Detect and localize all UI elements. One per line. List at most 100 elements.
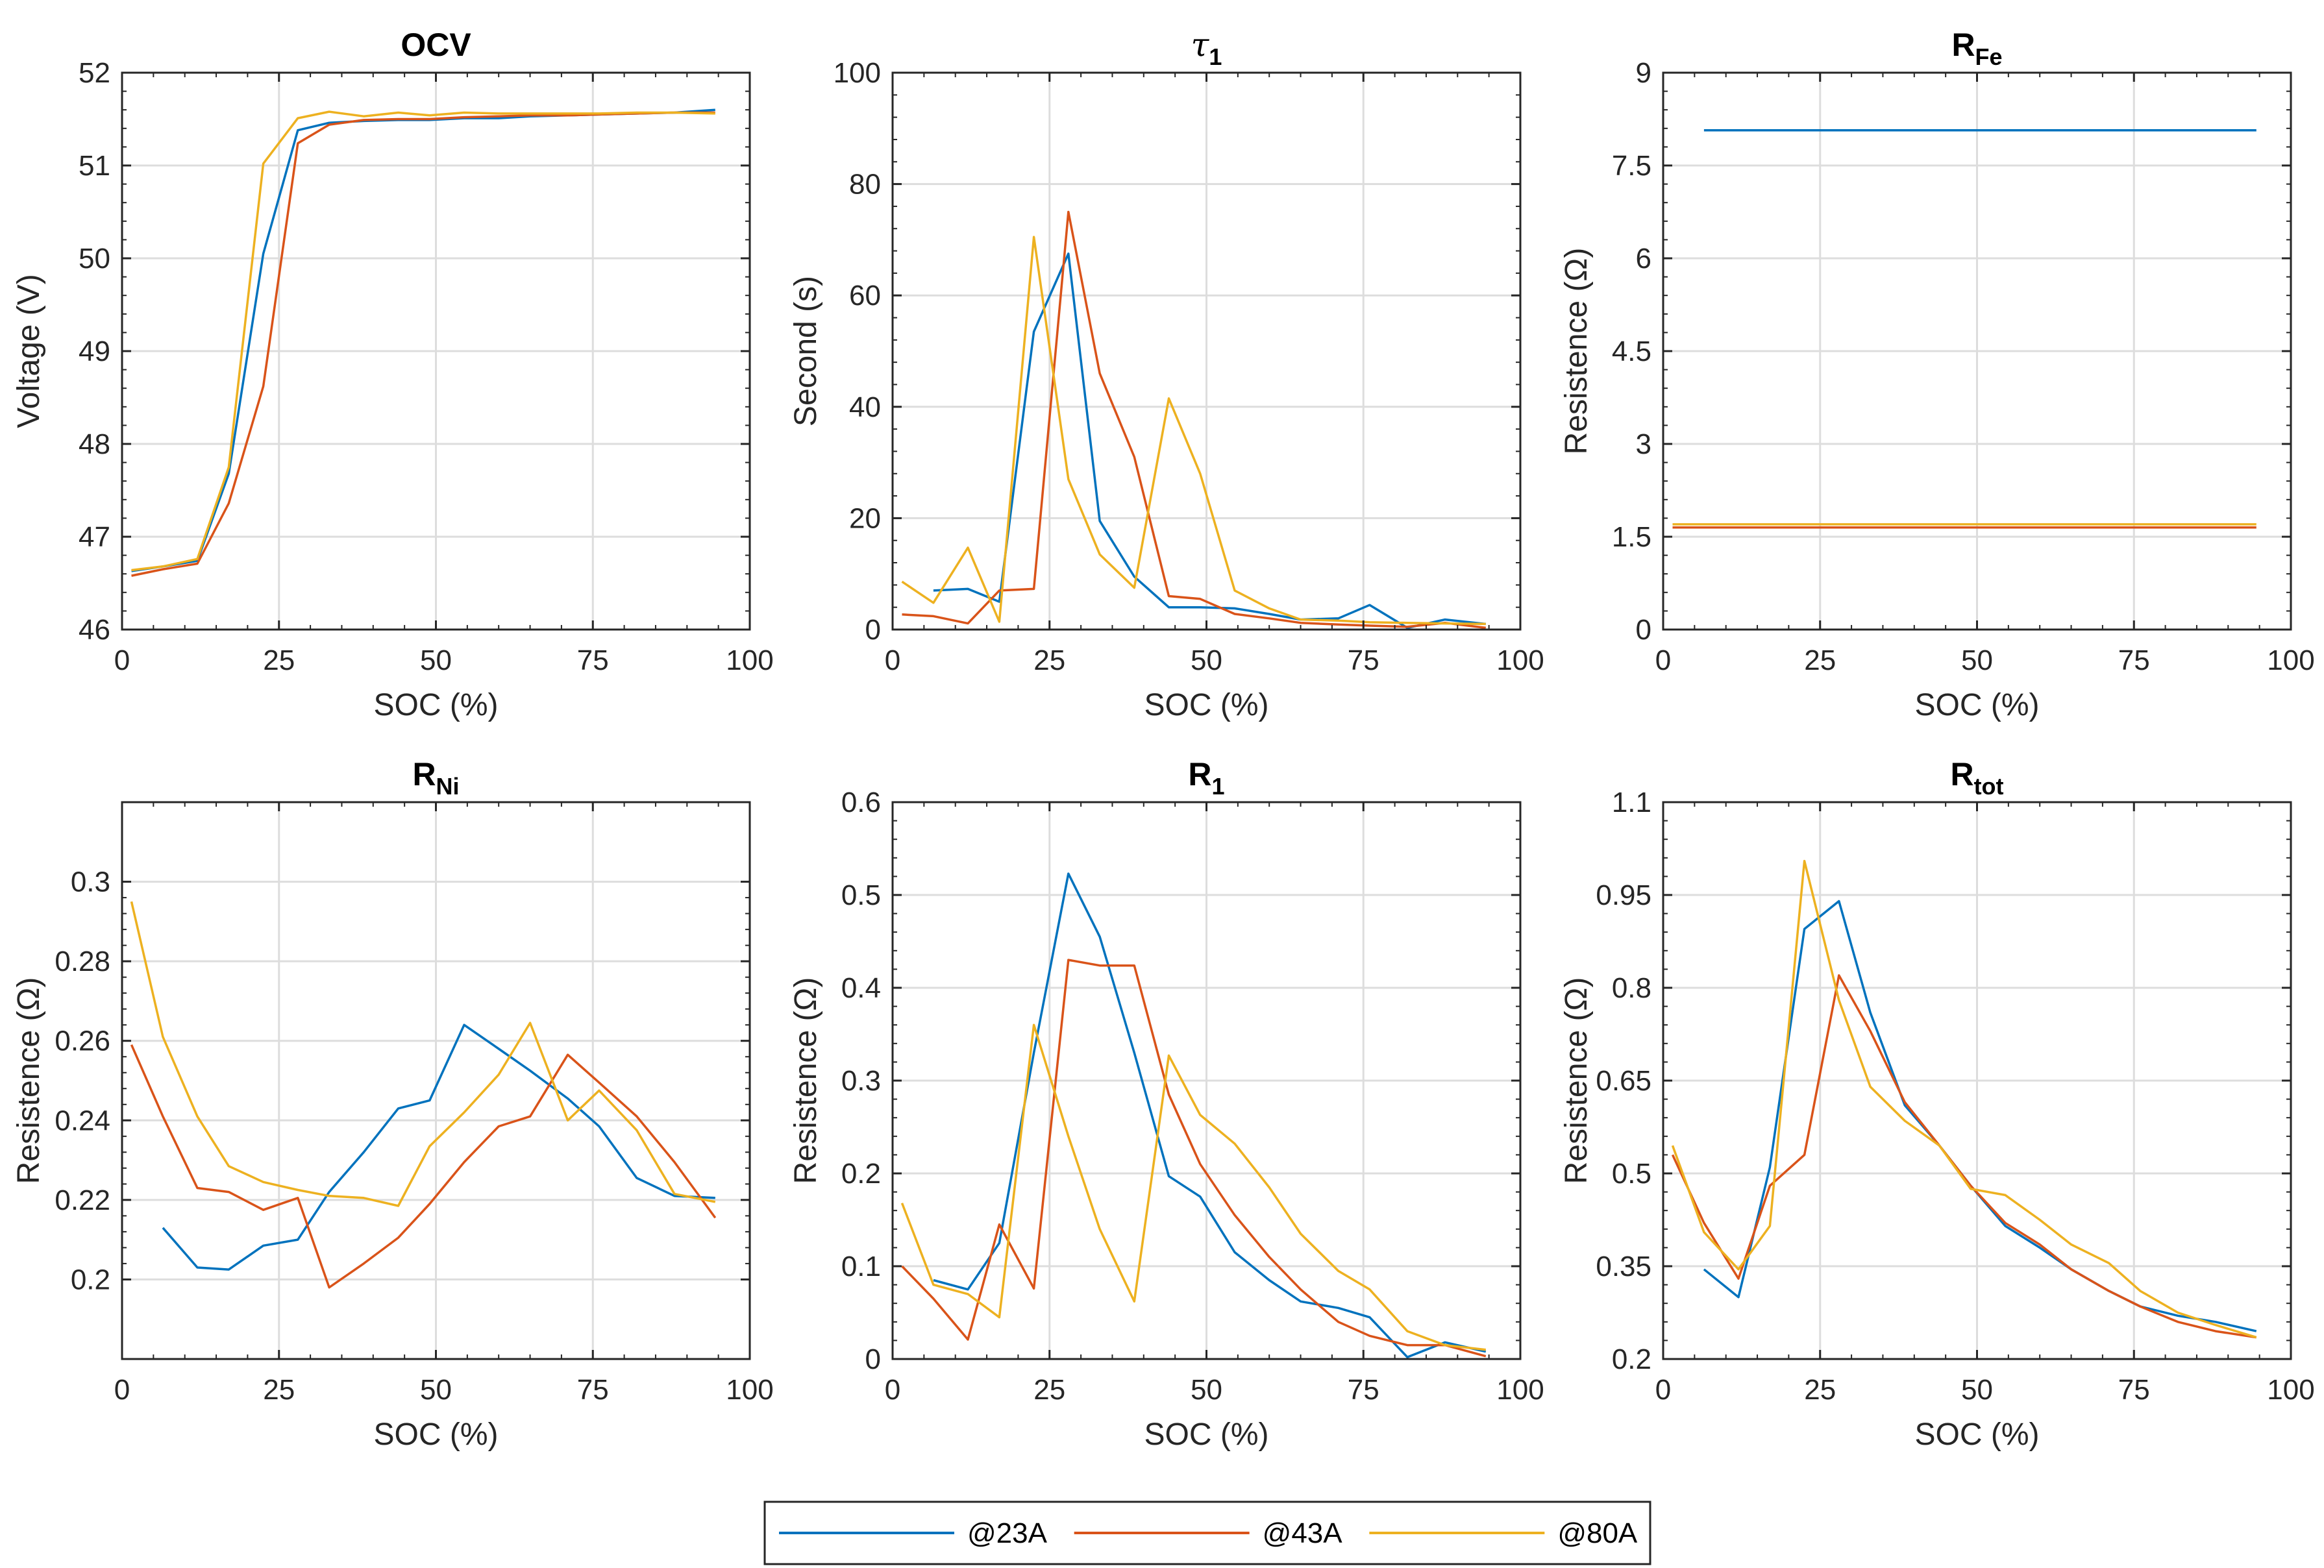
legend-label-80a: @80A: [1557, 1517, 1638, 1549]
y-tick-label: 0.26: [55, 1025, 110, 1057]
x-tick-label: 0: [885, 1374, 900, 1406]
subplot-title-main: τ: [1191, 26, 1210, 64]
y-tick-label: 0: [1636, 614, 1651, 646]
x-tick-label: 50: [1961, 1374, 1993, 1406]
subplot-r1: 0 25 50 75 100 0 0.1 0.2 0.3 0.4 0.5 0.6 SOC (%) Resi…: [789, 756, 1544, 1452]
y-tick-label: 0: [865, 614, 881, 646]
x-tick-label: 50: [420, 1374, 452, 1406]
x-tick-label: 25: [263, 644, 295, 676]
y-tick-label: 40: [849, 391, 881, 423]
y-tick-label: 6: [1636, 243, 1651, 275]
y-tick-label: 9: [1636, 57, 1651, 89]
x-axis-label: SOC (%): [1144, 1417, 1269, 1452]
subplot-tau1: 0 25 50 75 100 0 20 40 60 80 100 SOC (%) Second (s) τ…: [789, 26, 1544, 722]
x-tick-label: 75: [1348, 644, 1379, 676]
series-line-80a: [131, 110, 715, 572]
subplot-rtot: 0 25 50 75 100 0.2 0.35 0.5 0.65 0.8 0.95 1.1 SOC (%…: [1559, 756, 2315, 1452]
subplot-title-subscript: tot: [1974, 773, 2004, 800]
x-tick-label: 0: [114, 1374, 130, 1406]
x-tick-label: 50: [420, 644, 452, 676]
y-tick-label: 0: [865, 1343, 881, 1375]
x-tick-label: 100: [726, 644, 773, 676]
y-tick-label: 52: [79, 57, 110, 89]
y-tick-label: 51: [79, 150, 110, 182]
series-line-23a: [162, 1023, 715, 1271]
x-tick-label: 75: [577, 644, 609, 676]
y-tick-label: 0.28: [55, 946, 110, 977]
y-tick-label: 60: [849, 280, 881, 312]
y-tick-label: 48: [79, 428, 110, 460]
subplot-title-main: OCV: [401, 27, 471, 63]
series-line-80a: [130, 901, 716, 1207]
series-line-80a: [900, 1023, 1486, 1351]
y-tick-label: 1.1: [1612, 787, 1651, 818]
subplot-title-main: R: [1950, 756, 1973, 792]
x-tick-label: 0: [1655, 644, 1671, 676]
x-tick-label: 25: [1804, 644, 1836, 676]
series-line-43a: [130, 1044, 717, 1289]
y-tick-label: 0.6: [841, 787, 881, 818]
y-tick-label: 1.5: [1612, 521, 1651, 553]
x-tick-label: 25: [1033, 1374, 1065, 1406]
x-axis-label: SOC (%): [1144, 688, 1269, 722]
series-line-23a: [933, 252, 1486, 630]
y-tick-label: 7.5: [1612, 150, 1651, 182]
y-tick-label: 0.5: [841, 879, 881, 911]
y-tick-label: 80: [849, 169, 881, 201]
subplot-rfe: 0 25 50 75 100 0 1.5 3 4.5 6 7.5 9 SOC (%) Resistence…: [1559, 27, 2315, 722]
y-axis-label: Resistence (Ω): [789, 977, 823, 1184]
subplot-title: τ1: [1191, 26, 1222, 70]
subplot-title-main: R: [1188, 756, 1211, 792]
y-tick-label: 0.2: [71, 1264, 110, 1295]
x-axis-label: SOC (%): [1915, 688, 2040, 722]
x-tick-label: 75: [1348, 1374, 1379, 1406]
y-tick-label: 0.5: [1612, 1158, 1651, 1190]
y-tick-label: 0.8: [1612, 972, 1651, 1004]
x-axis-label: SOC (%): [374, 688, 499, 722]
subplot-title: RNi: [412, 756, 459, 800]
y-tick-label: 0.3: [841, 1065, 881, 1097]
subplot-title-main: R: [1951, 27, 1975, 63]
y-tick-label: 46: [79, 614, 110, 646]
y-tick-label: 0.22: [55, 1184, 110, 1216]
y-tick-label: 0.95: [1596, 879, 1651, 911]
subplot-title-subscript: 1: [1212, 773, 1225, 800]
x-tick-label: 50: [1191, 644, 1222, 676]
x-tick-label: 100: [726, 1374, 773, 1406]
y-tick-label: 0.1: [841, 1251, 881, 1282]
y-axis-label: Resistence (Ω): [1559, 977, 1594, 1184]
subplot-rni: 0 25 50 75 100 0.2 0.22 0.24 0.26 0.28 0.3 SOC (%) R…: [12, 756, 774, 1452]
series-line-43a: [902, 210, 1487, 630]
x-tick-label: 25: [1804, 1374, 1836, 1406]
x-tick-label: 75: [577, 1374, 609, 1406]
y-tick-label: 0.4: [841, 972, 881, 1004]
y-axis-label: Voltage (V): [12, 274, 46, 428]
x-tick-label: 0: [885, 644, 900, 676]
y-tick-label: 0.35: [1596, 1251, 1651, 1282]
legend: @23A @43A @80A: [763, 1501, 1651, 1565]
y-tick-label: 0.65: [1596, 1065, 1651, 1097]
y-tick-label: 0.2: [841, 1158, 881, 1190]
subplot-title: R1: [1188, 756, 1224, 800]
x-axis-label: SOC (%): [374, 1417, 499, 1452]
x-tick-label: 100: [1496, 1374, 1544, 1406]
subplot-title: OCV: [401, 27, 471, 63]
y-tick-label: 49: [79, 336, 110, 367]
subplot-title-subscript: Ni: [436, 773, 460, 800]
subplot-title: Rtot: [1950, 756, 2003, 800]
x-tick-label: 25: [263, 1374, 295, 1406]
subplot-title-subscript: Fe: [1975, 43, 2003, 70]
y-axis-label: Resistence (Ω): [12, 977, 46, 1184]
x-tick-label: 100: [2267, 1374, 2314, 1406]
y-tick-label: 0.24: [55, 1105, 110, 1136]
subplot-title: RFe: [1951, 27, 2002, 70]
y-tick-label: 0.3: [71, 866, 110, 898]
legend-label-43a: @43A: [1263, 1517, 1343, 1549]
y-axis-label: Second (s): [789, 276, 823, 426]
subplot-title-main: R: [412, 756, 436, 792]
y-tick-label: 47: [79, 521, 110, 553]
y-tick-label: 3: [1636, 428, 1651, 460]
y-tick-label: 20: [849, 502, 881, 534]
x-axis-label: SOC (%): [1915, 1417, 2040, 1452]
